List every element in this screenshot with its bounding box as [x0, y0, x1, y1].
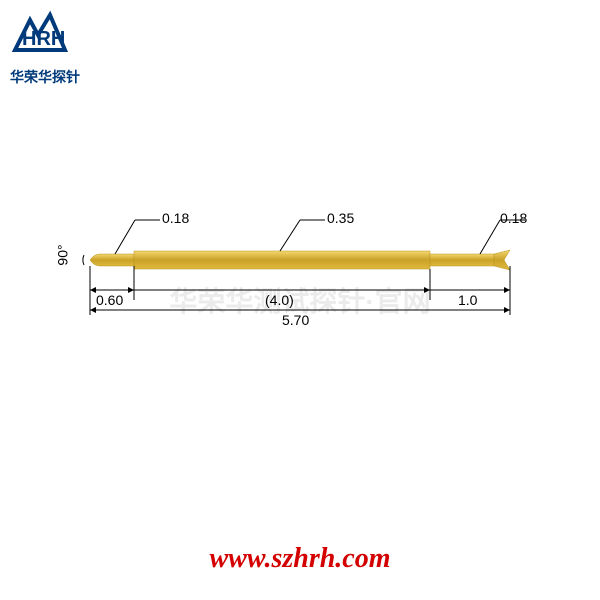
- svg-text:HRH: HRH: [22, 28, 65, 50]
- logo-text-cn: 华荣华探针: [10, 67, 100, 87]
- logo-mark: HRH: [10, 10, 100, 60]
- dim-tail-len: 1.0: [458, 292, 477, 308]
- dim-tip-dia: 0.18: [162, 210, 189, 226]
- dim-tip-len: 0.60: [96, 292, 123, 308]
- dim-angle: 90°: [55, 244, 71, 265]
- technical-drawing: 0.18 0.35 0.18 90° 0.60 (4.0) 1.0 5.70: [60, 240, 540, 360]
- probe-svg: [60, 200, 540, 360]
- dim-total: 5.70: [282, 312, 309, 328]
- dim-body-ref: (4.0): [265, 292, 294, 308]
- url-text: www.szhrh.com: [0, 543, 600, 575]
- dim-body-dia: 0.35: [327, 210, 354, 226]
- dim-tail-dia: 0.18: [500, 210, 527, 226]
- logo: HRH 华荣华探针: [10, 10, 100, 87]
